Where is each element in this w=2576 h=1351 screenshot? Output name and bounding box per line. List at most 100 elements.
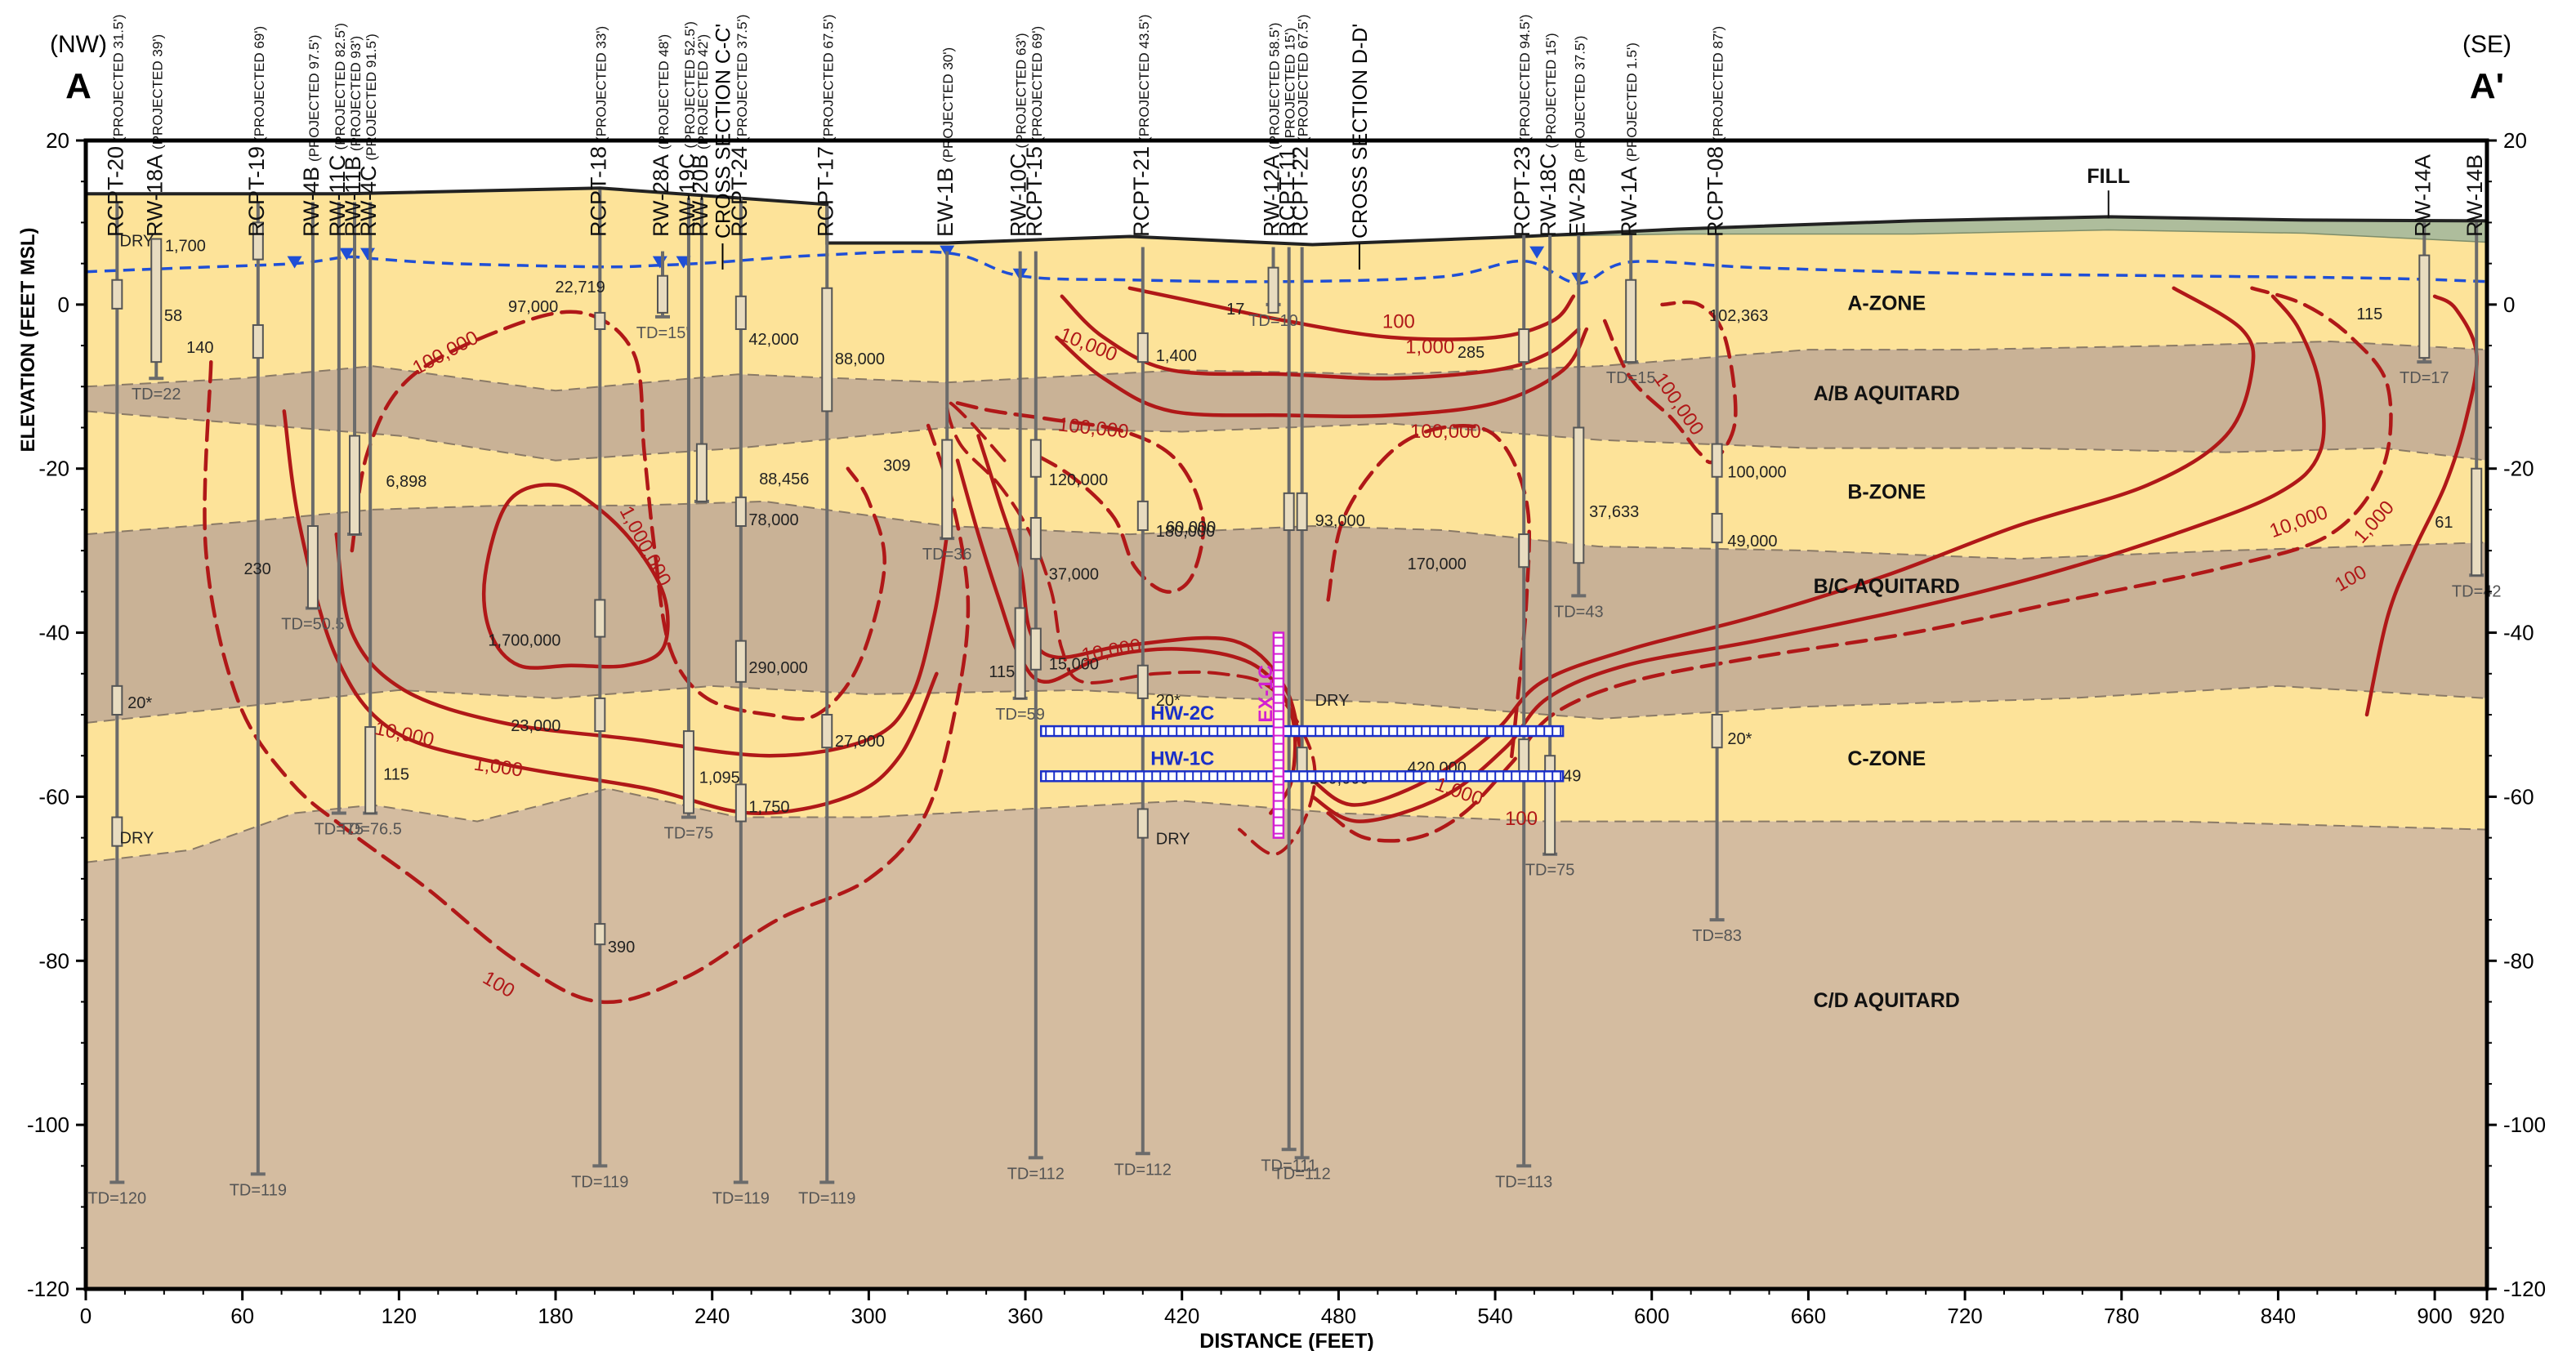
well-total-depth: TD=75 <box>1525 862 1575 880</box>
contour-line <box>2364 294 2479 717</box>
well-screen <box>111 279 123 310</box>
well-projection-note: (PROJECTED 58.5') <box>1267 23 1283 149</box>
concentration-value: 58 <box>164 307 182 325</box>
concentration-value: DRY <box>120 830 154 848</box>
well-screen <box>594 311 606 330</box>
horizontal-well-hw-2c: HW-2C <box>1039 702 1565 738</box>
water-level-icon <box>339 247 355 261</box>
concentration-value: 23,000 <box>511 717 560 735</box>
horizontal-well-casing <box>1039 725 1565 738</box>
well-total-depth: TD=50.5 <box>281 615 344 633</box>
cd-aquitard-unit <box>86 788 2487 1289</box>
well-screen <box>695 443 708 502</box>
ab-aquitard-unit <box>86 341 2487 461</box>
well-name-label: RW-18C(PROJECTED 15') <box>1536 33 1560 237</box>
well-total-depth: TD=112 <box>1274 1165 1331 1183</box>
well-projection-note: (PROJECTED 30') <box>940 47 956 163</box>
y-tick-label-left: -120 <box>27 1277 69 1301</box>
x-tick-label: 900 <box>2417 1304 2452 1328</box>
well-screen <box>1711 714 1723 749</box>
x-tick-label: 920 <box>2469 1304 2504 1328</box>
x-tick-label: 420 <box>1164 1304 1199 1328</box>
well-screen <box>1711 443 1723 478</box>
well-projection-note: (PROJECTED 82.5') <box>333 23 348 149</box>
well-projection-note: (PROJECTED 43.5') <box>1136 15 1152 141</box>
well-name-label: RW-4B(PROJECTED 97.5') <box>299 35 324 237</box>
well-projection-note: (PROJECTED 33') <box>593 26 609 141</box>
well-screen <box>1625 279 1637 363</box>
y-tick-label-left: -40 <box>38 621 69 645</box>
well-total-depth: TD=75 <box>315 821 364 839</box>
well-total-depth: TD=10 <box>1248 312 1298 330</box>
well-screen <box>150 238 163 363</box>
well-rw-18c: RW-18C(PROJECTED 15') TD=75 49 <box>1525 33 1582 879</box>
well-projection-note: (PROJECTED 37.5') <box>734 15 750 141</box>
concentration-value: DRY <box>120 233 154 251</box>
well-projection-note: (PROJECTED 42') <box>695 34 711 149</box>
x-tick-label: 360 <box>1007 1304 1042 1328</box>
contact-line <box>86 787 2487 863</box>
y-tick-label-left: 0 <box>58 292 69 317</box>
bc-aquitard-unit <box>86 501 2487 723</box>
concentration-value: 60,000 <box>1166 519 1216 537</box>
well-rcpt-24: RCPT-24(PROJECTED 37.5')TD=11942,00078,0… <box>712 15 808 1208</box>
unit-label: B/C AQUITARD <box>1814 575 1960 598</box>
contour-label: 100 <box>1505 808 1538 830</box>
well-rw-10c: RW-10C(PROJECTED 63')TD=59 <box>995 33 1045 724</box>
well-total-depth: TD=76.5 <box>339 821 402 839</box>
y-tick-label-right: 20 <box>2503 128 2527 153</box>
well-total-depth: TD=43 <box>1554 603 1604 621</box>
well-total-depth: TD=59 <box>995 706 1045 724</box>
well-screen <box>734 295 747 330</box>
left-direction-label: (NW) <box>50 31 107 58</box>
well-screen <box>734 640 747 683</box>
y-axis-title: ELEVATION (FEET MSL) <box>17 227 39 452</box>
x-tick-label: 540 <box>1477 1304 1512 1328</box>
x-tick-label: 720 <box>1947 1304 1982 1328</box>
concentration-value: 1,095 <box>699 769 740 787</box>
concentration-value: 17 <box>1226 301 1244 319</box>
x-tick-label: 600 <box>1634 1304 1669 1328</box>
concentration-value: 115 <box>989 663 1015 681</box>
y-tick-label-left: -60 <box>38 784 69 809</box>
well-rcpt-17: RCPT-17(PROJECTED 67.5') TD=119 88,000 27,0… <box>798 15 885 1208</box>
well-screen <box>306 525 319 609</box>
well-total-depth: TD=112 <box>1007 1165 1065 1183</box>
y-tick-label-right: -60 <box>2503 784 2534 809</box>
concentration-value: 285 <box>1458 344 1484 362</box>
well-name-label: RW-14A <box>2410 154 2435 237</box>
cross-section-marker: CROSS SECTION C-C' <box>712 24 734 270</box>
concentration-value: 61 <box>2435 514 2453 532</box>
water-level-icon <box>287 256 302 269</box>
well-projection-note: (PROJECTED 67.5') <box>1296 15 1311 141</box>
well-screen <box>1267 266 1279 314</box>
well-projection-note: (PROJECTED 48') <box>656 34 672 149</box>
concentration-value: 170,000 <box>1408 555 1467 573</box>
concentration-value: 6,898 <box>386 473 426 491</box>
well-screen <box>1573 426 1585 564</box>
well-name-label: RCPT-19(PROJECTED 69') <box>244 26 269 237</box>
well-screen <box>1029 439 1042 478</box>
x-tick-label: 300 <box>851 1304 886 1328</box>
well-screen <box>1518 533 1530 568</box>
concentration-value: 37,000 <box>1049 565 1099 583</box>
well-total-depth: TD=36 <box>922 546 972 564</box>
concentration-value: 290,000 <box>748 659 807 677</box>
well-total-depth: TD=119 <box>712 1189 770 1207</box>
well-screen <box>1518 328 1530 363</box>
well-projection-note: (PROJECTED 67.5') <box>820 15 836 141</box>
concentration-value: 390 <box>608 939 635 956</box>
well-screen <box>1014 607 1026 699</box>
well-total-depth: TD=15 <box>1606 369 1656 387</box>
concentration-value: 97,000 <box>508 298 558 316</box>
well-total-depth: TD=119 <box>798 1189 855 1207</box>
concentration-value: 49 <box>1563 767 1581 785</box>
concentration-value: DRY <box>1315 692 1350 710</box>
concentration-value: 100,000 <box>1727 464 1786 482</box>
y-tick-label-left: -80 <box>38 948 69 973</box>
contour-line <box>350 310 886 721</box>
y-tick-label-right: -80 <box>2503 948 2534 973</box>
well-screen <box>656 274 668 314</box>
